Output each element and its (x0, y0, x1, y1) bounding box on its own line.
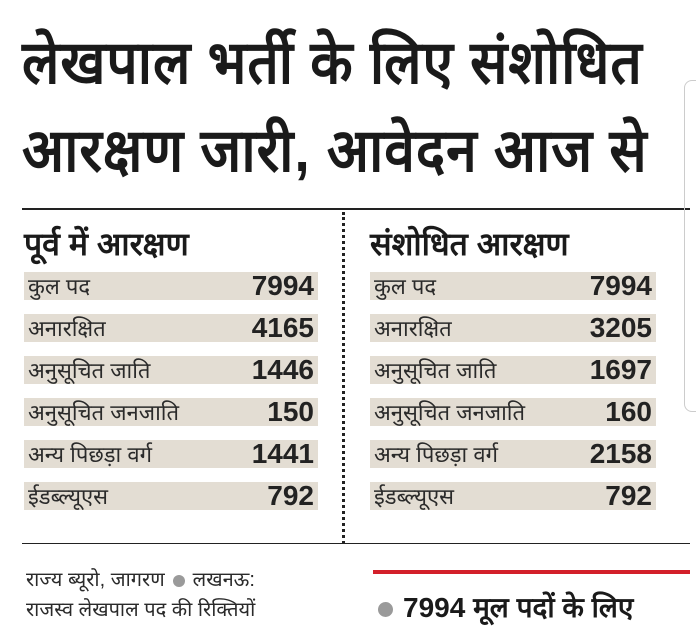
byline-source: राज्य ब्यूरो, जागरण (26, 569, 165, 591)
bottom-rule (22, 543, 690, 544)
table-title: संशोधित आरक्षण (370, 226, 569, 262)
row-label: अनुसूचित जाति (374, 358, 497, 383)
bullet-dot-icon (378, 602, 393, 618)
byline-place: लखनऊ: (192, 569, 255, 591)
row-value: 1446 (251, 354, 314, 385)
article-body: राजस्व लेखपाल पद की रिक्तियों (26, 599, 256, 621)
table-row: कुल पद 7994 (24, 270, 318, 301)
row-label: अन्य पिछड़ा वर्ग (374, 442, 498, 467)
headline-line-2: आरक्षण जारी, आवेदन आज से (22, 117, 648, 184)
row-label: कुल पद (374, 274, 437, 299)
headline-line-1: लेखपाल भर्ती के लिए संशोधित (22, 29, 643, 96)
row-label: अनारक्षित (374, 316, 452, 341)
edge-tab (684, 80, 696, 412)
row-value: 160 (605, 396, 652, 427)
table-row: अनारक्षित 3205 (370, 312, 656, 343)
row-value: 3205 (589, 312, 652, 343)
column-divider (342, 212, 345, 544)
table-row: कुल पद 7994 (370, 270, 656, 301)
row-value: 792 (605, 480, 652, 511)
highlight-text: 7994 मूल पदों के लिए (403, 592, 634, 623)
table-row: अनुसूचित जनजाति 150 (24, 396, 318, 427)
table-row: अनारक्षित 4165 (24, 312, 318, 343)
table-row: अनुसूचित जाति 1446 (24, 354, 318, 385)
table-row: अन्य पिछड़ा वर्ग 1441 (24, 438, 318, 469)
table-row: अनुसूचित जनजाति 160 (370, 396, 656, 427)
table-title: पूर्व में आरक्षण (24, 226, 189, 262)
row-label: अनारक्षित (28, 316, 106, 341)
row-label: ईडब्ल्यूएस (374, 484, 455, 509)
revised-reservation-table: संशोधित आरक्षण कुल पद 7994 अनारक्षित 3205 … (370, 222, 656, 524)
row-value: 792 (267, 480, 314, 511)
row-value: 150 (267, 396, 314, 427)
table-row: अन्य पिछड़ा वर्ग 2158 (370, 438, 656, 469)
highlight-red-rule (373, 570, 690, 574)
row-label: कुल पद (28, 274, 91, 299)
bullet-dot-icon (172, 574, 185, 587)
article-intro: राज्य ब्यूरो, जागरण लखनऊ: राजस्व लेखपाल प… (26, 565, 342, 625)
row-value: 7994 (589, 270, 652, 301)
row-value: 2158 (589, 438, 652, 469)
row-value: 1441 (251, 438, 314, 469)
row-label: अनुसूचित जनजाति (28, 400, 180, 425)
table-row: अनुसूचित जाति 1697 (370, 354, 656, 385)
row-label: अन्य पिछड़ा वर्ग (28, 442, 152, 467)
row-value: 4165 (251, 312, 314, 343)
table-row: ईडब्ल्यूएस 792 (370, 480, 656, 511)
row-label: अनुसूचित जनजाति (374, 400, 526, 425)
row-value: 1697 (589, 354, 652, 385)
highlight-bullet: 7994 मूल पदों के लिए (378, 588, 633, 626)
row-value: 7994 (251, 270, 314, 301)
row-label: ईडब्ल्यूएस (28, 484, 109, 509)
previous-reservation-table: पूर्व में आरक्षण कुल पद 7994 अनारक्षित 416… (24, 222, 318, 524)
top-rule (22, 208, 690, 210)
row-label: अनुसूचित जाति (28, 358, 151, 383)
table-row: ईडब्ल्यूएस 792 (24, 480, 318, 511)
